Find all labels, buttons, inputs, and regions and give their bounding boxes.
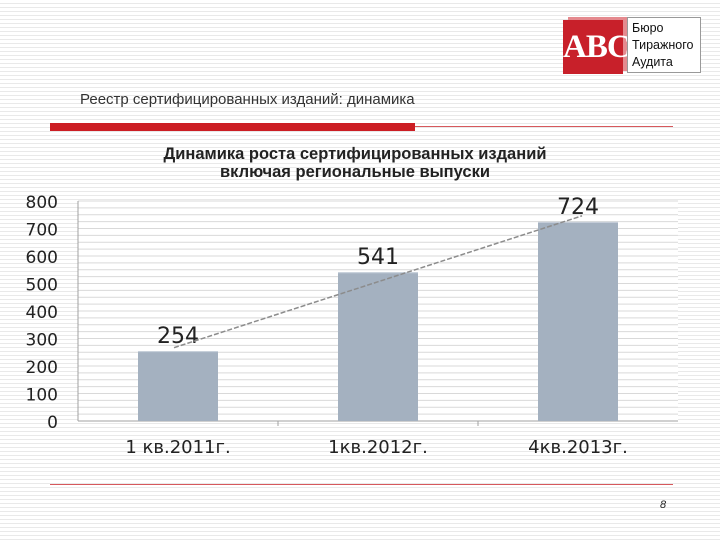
- bar: [138, 351, 218, 421]
- accent-line: [415, 126, 673, 127]
- y-tick-label: 700: [26, 221, 58, 241]
- slide-subtitle: Реестр сертифицированных изданий: динами…: [80, 91, 415, 108]
- logo-line-1: Бюро: [632, 21, 664, 35]
- logo-line-2: Тиражного: [632, 38, 694, 52]
- logo-text: Бюро Тиражного Аудита: [627, 17, 701, 73]
- y-tick-label: 800: [26, 193, 58, 213]
- x-tick-label: 1 кв.2011г.: [125, 437, 230, 458]
- chart-title-line-2: включая региональные выпуски: [220, 163, 490, 181]
- abc-logo: ABC Бюро Тиражного Аудита: [563, 17, 703, 75]
- page-number: 8: [660, 499, 667, 511]
- y-tick-label: 100: [26, 386, 58, 406]
- logo-line-3: Аудита: [632, 55, 673, 69]
- trend-line: [173, 215, 583, 349]
- y-tick-label: 300: [26, 331, 58, 351]
- chart-title: Динамика роста сертифицированных изданий…: [80, 145, 630, 181]
- logo-abbr: ABC: [563, 20, 631, 74]
- accent-bar: [50, 123, 415, 131]
- y-tick-label: 600: [26, 248, 58, 268]
- bar: [338, 272, 418, 421]
- y-tick-label: 400: [26, 303, 58, 323]
- footer-line: [50, 484, 673, 485]
- data-label: 541: [357, 245, 399, 270]
- bar: [538, 221, 618, 421]
- data-label: 724: [557, 195, 599, 220]
- data-label: 254: [157, 324, 199, 349]
- x-tick-label: 4кв.2013г.: [528, 437, 628, 458]
- chart-title-line-1: Динамика роста сертифицированных изданий: [163, 145, 547, 163]
- y-tick-label: 200: [26, 358, 58, 378]
- y-tick-label: 0: [47, 413, 58, 433]
- x-tick-label: 1кв.2012г.: [328, 437, 428, 458]
- y-tick-label: 500: [26, 276, 58, 296]
